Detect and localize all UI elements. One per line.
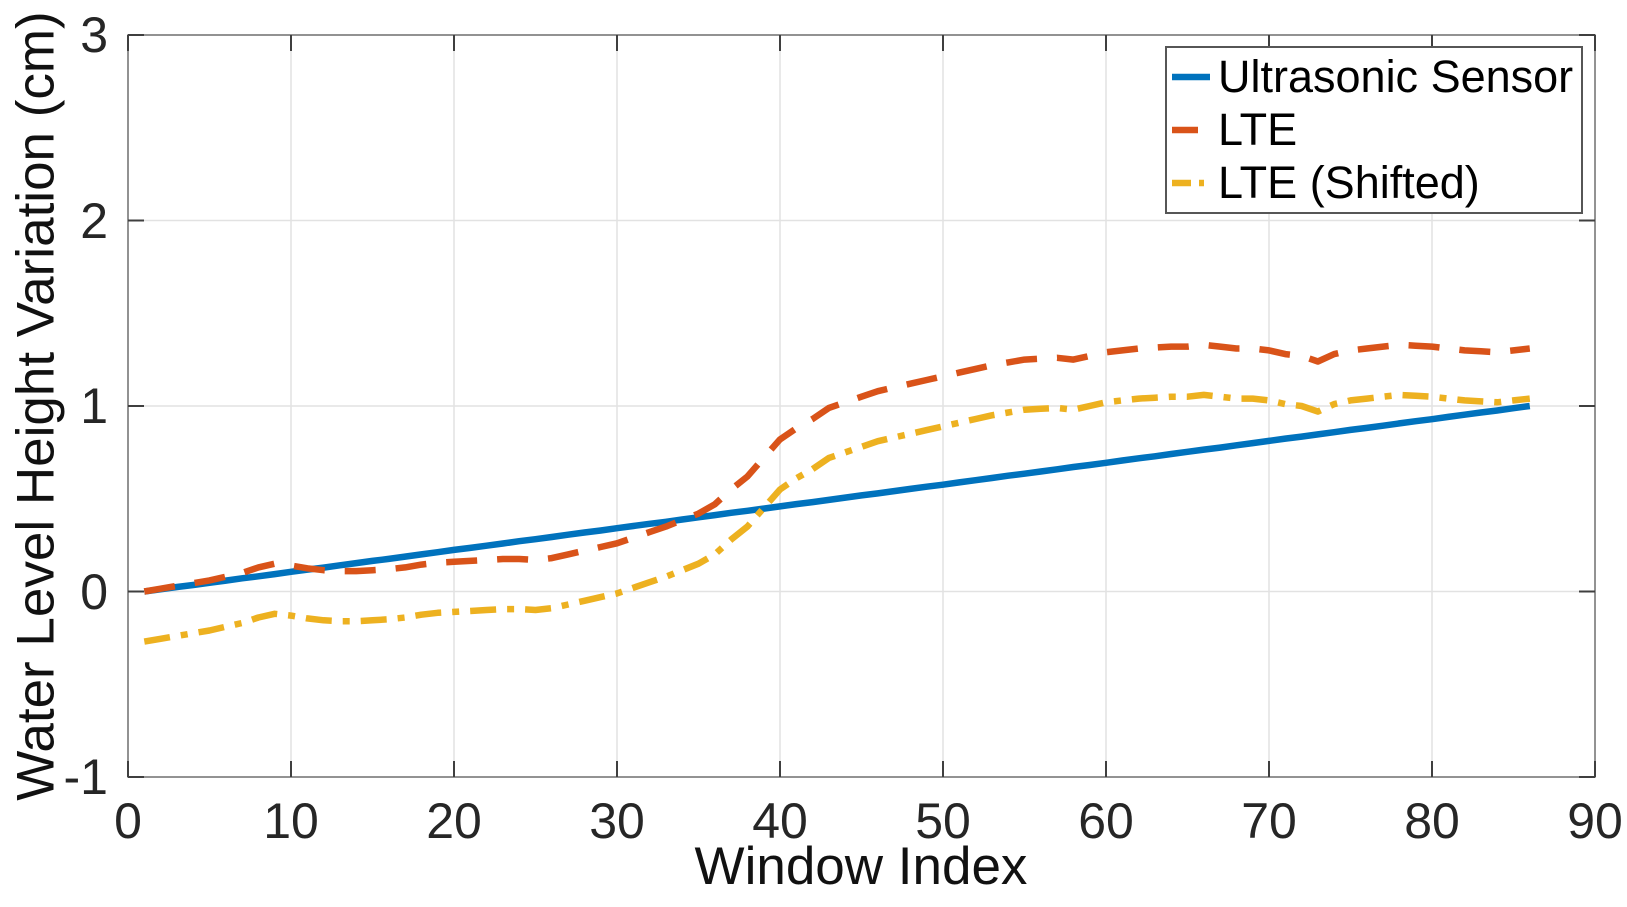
legend-label: Ultrasonic Sensor: [1218, 50, 1574, 102]
y-tick-label: 0: [80, 563, 108, 620]
legend-item-lte: LTE: [1171, 103, 1581, 156]
y-tick-label: 1: [80, 378, 108, 434]
y-axis-label: Water Level Height Variation (cm): [6, 11, 66, 801]
y-tick-label: 2: [80, 192, 108, 249]
legend-line-sample-solid: [1172, 73, 1210, 80]
x-tick-label: 80: [1404, 793, 1460, 849]
x-tick-label: 0: [114, 793, 142, 849]
legend-label: LTE: [1218, 103, 1298, 155]
legend-item-ultrasonic: Ultrasonic Sensor: [1171, 50, 1581, 103]
legend: Ultrasonic Sensor LTE LTE (Shifted): [1165, 46, 1583, 214]
x-tick-label: 60: [1078, 793, 1134, 849]
y-tick-label: 3: [80, 7, 108, 63]
x-tick-label: 70: [1241, 793, 1297, 849]
x-tick-label: 50: [915, 793, 971, 849]
x-tick-label: 10: [263, 793, 319, 849]
series-line-1: [143, 341, 1531, 595]
x-tick-label: 90: [1567, 793, 1623, 849]
x-tick-label: 40: [752, 793, 808, 849]
x-axis-label: Window Index: [694, 837, 1028, 896]
x-tick-label: 20: [426, 793, 482, 849]
legend-line-sample-dashdot: [1172, 180, 1210, 187]
legend-label: LTE (Shifted): [1218, 157, 1480, 209]
series-line-0: [143, 402, 1531, 595]
y-tick-label: -1: [63, 749, 108, 805]
legend-item-lte-shifted: LTE (Shifted): [1171, 157, 1581, 210]
series-line-2: [143, 391, 1531, 645]
legend-line-sample-dashed: [1172, 126, 1210, 134]
x-tick-label: 30: [589, 793, 645, 849]
